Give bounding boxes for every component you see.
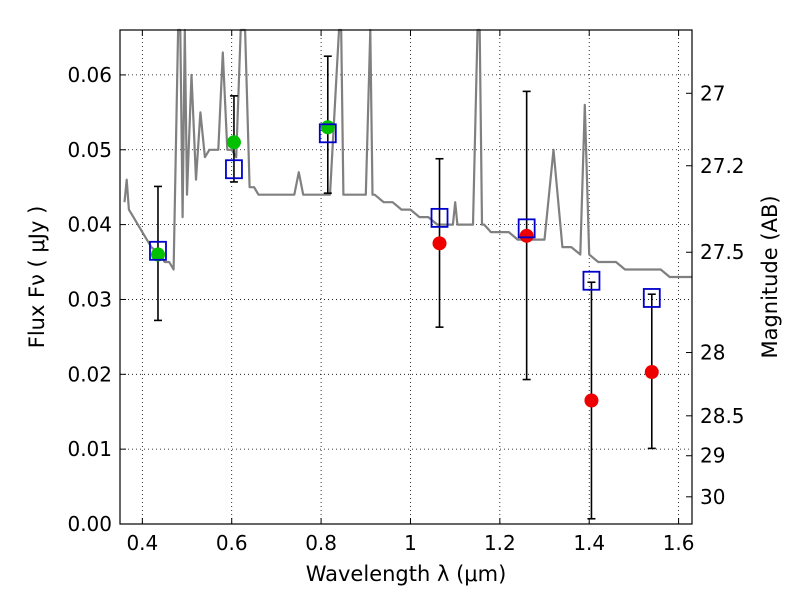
- mag-tick-label: 30: [700, 485, 725, 509]
- model-sed: [123, 28, 692, 279]
- mag-tick-label: 27.5: [700, 240, 745, 264]
- y-tick-label: 0.02: [67, 362, 112, 386]
- x-tick-label: 0.4: [126, 531, 158, 555]
- detection-point: [226, 135, 241, 150]
- ticks: 0.4 0.6 0.8 1 1.2 1.4 1.6 0.00 0.01 0.02 0.03 0.04 0…: [67, 30, 745, 555]
- mag-tick-label: 27: [700, 81, 725, 105]
- y-tick-label: 0.04: [67, 213, 112, 237]
- x-tick-label: 0.8: [305, 531, 337, 555]
- mag-tick-label: 28: [700, 341, 725, 365]
- model-flux-square: [149, 240, 167, 261]
- plot-frame: [119, 29, 693, 525]
- model-flux-square: [430, 207, 449, 228]
- y-axis-label: Flux Fν ( μJy ): [25, 206, 49, 349]
- model-flux-square: [582, 270, 601, 291]
- x-tick-label: 0.6: [216, 531, 248, 555]
- mag-tick-label: 28.5: [700, 404, 745, 428]
- x-tick-label: 1.2: [484, 531, 516, 555]
- model-flux-square: [517, 218, 536, 239]
- y-tick-label: 0.01: [67, 437, 112, 461]
- x-tick-label: 1.4: [573, 531, 605, 555]
- nondetection-point: [519, 228, 534, 243]
- nondetection-point: [644, 365, 659, 380]
- model-flux-square: [225, 159, 243, 180]
- detection-point: [150, 247, 165, 262]
- nondetection-point: [584, 393, 599, 408]
- y-tick-label: 0.00: [67, 512, 112, 536]
- model-sed-line: [123, 28, 692, 279]
- right-axis-label: Magnitude (AB): [758, 195, 782, 358]
- y-tick-label: 0.06: [67, 63, 112, 87]
- x-tick-label: 1: [404, 531, 417, 555]
- plot-area: [120, 30, 692, 524]
- model-flux-square: [642, 288, 661, 308]
- nondetection-point: [432, 236, 447, 251]
- x-axis-label: Wavelength λ (μm): [306, 562, 507, 586]
- detection-point: [320, 120, 335, 135]
- model-flux-square: [318, 123, 337, 144]
- mag-tick-label: 29: [700, 444, 725, 468]
- data-markers: [149, 120, 661, 408]
- mag-tick-label: 27.2: [700, 154, 745, 178]
- y-tick-label: 0.05: [67, 138, 112, 162]
- y-tick-label: 0.03: [67, 287, 112, 311]
- x-tick-label: 1.6: [663, 531, 695, 555]
